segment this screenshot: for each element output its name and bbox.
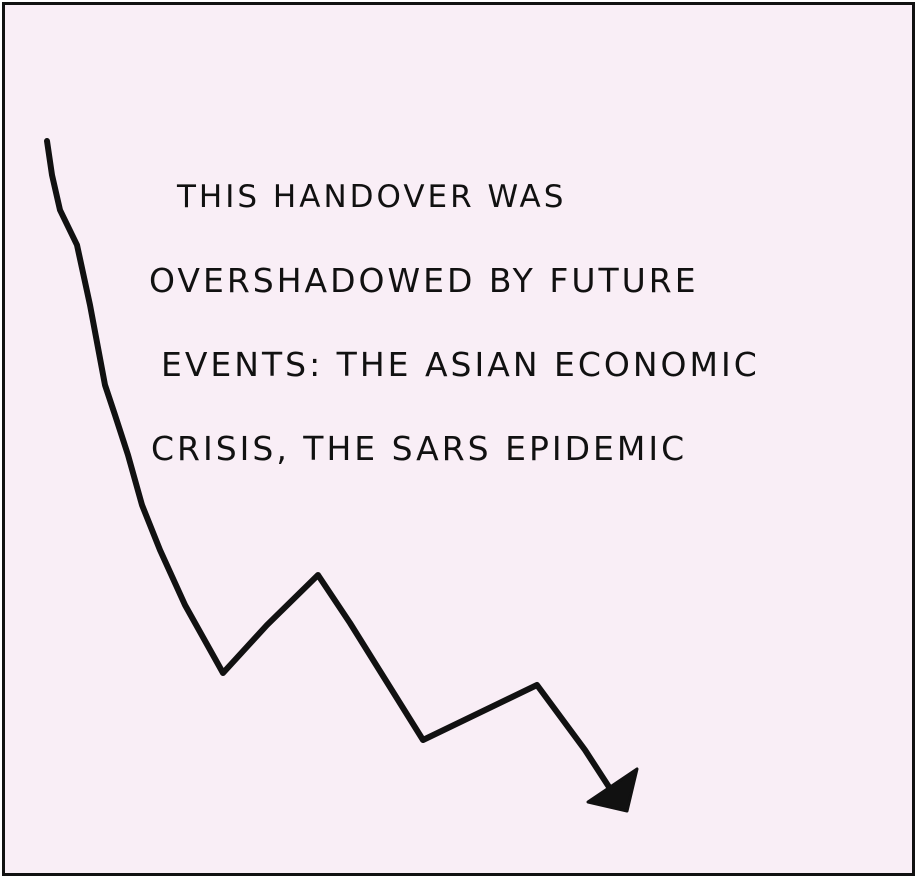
caption-line: OVERSHADOWED BY FUTURE [149, 261, 699, 300]
caption-line: CRISIS, THE SARS EPIDEMIC [151, 429, 688, 468]
caption-text: THIS HANDOVER WAS OVERSHADOWED BY FUTURE… [145, 173, 845, 509]
caption-line: THIS HANDOVER WAS [177, 179, 567, 215]
caption-line: EVENTS: THE ASIAN ECONOMIC [161, 345, 760, 384]
comic-panel: THIS HANDOVER WAS OVERSHADOWED BY FUTURE… [2, 2, 915, 876]
downward-zigzag-arrow-icon [44, 138, 639, 813]
trend-line [44, 138, 612, 790]
arrowhead [586, 767, 639, 813]
